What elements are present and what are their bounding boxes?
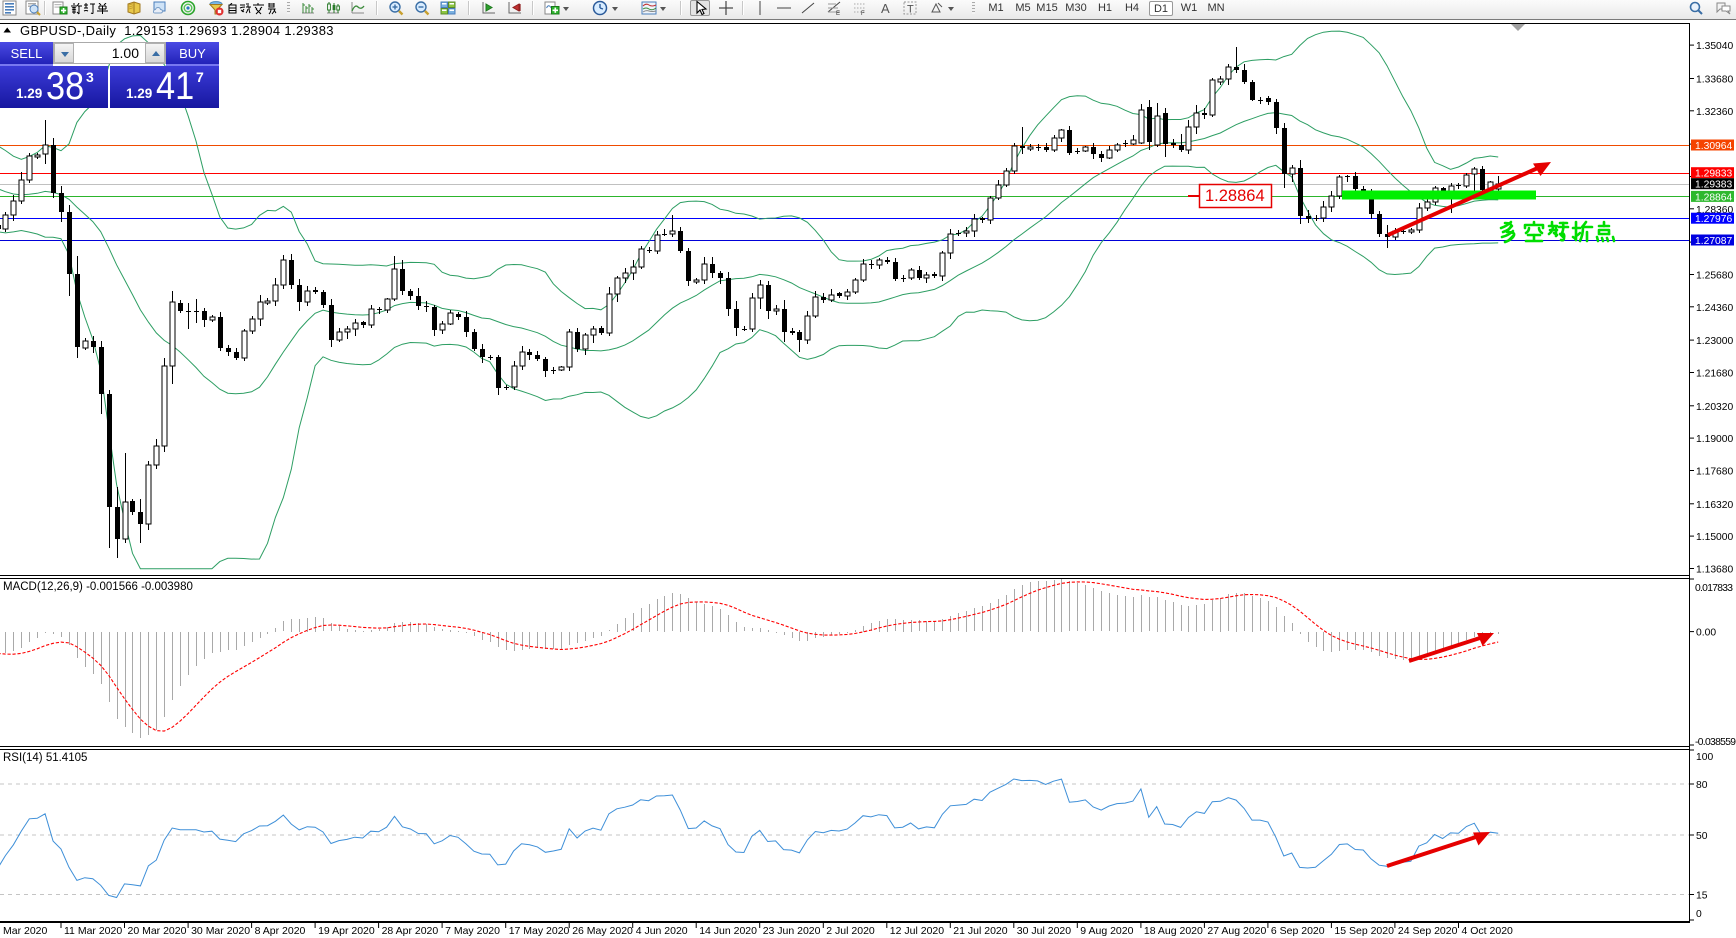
svg-text:8 Apr 2020: 8 Apr 2020 <box>255 925 306 937</box>
svg-text:80: 80 <box>1696 780 1708 791</box>
svg-text:23 Jun 2020: 23 Jun 2020 <box>763 925 821 937</box>
svg-text:0: 0 <box>1696 909 1702 920</box>
svg-text:1.28360: 1.28360 <box>1696 205 1733 216</box>
svg-text:Mar 2020: Mar 2020 <box>3 925 48 937</box>
svg-text:50: 50 <box>1696 831 1708 842</box>
svg-text:1.17680: 1.17680 <box>1696 467 1733 478</box>
svg-text:1.15000: 1.15000 <box>1696 532 1733 543</box>
svg-text:1.19000: 1.19000 <box>1696 434 1733 445</box>
svg-text:15: 15 <box>1696 891 1708 902</box>
svg-text:1.24360: 1.24360 <box>1696 303 1733 314</box>
svg-text:1.28864: 1.28864 <box>1695 192 1732 203</box>
svg-text:4 Oct 2020: 4 Oct 2020 <box>1462 925 1514 937</box>
svg-text:2 Jul 2020: 2 Jul 2020 <box>826 925 875 937</box>
svg-text:E: E <box>836 11 840 16</box>
svg-text:1.27976: 1.27976 <box>1695 214 1732 225</box>
svg-text:1.21680: 1.21680 <box>1696 369 1733 380</box>
svg-text:1.32360: 1.32360 <box>1696 107 1733 118</box>
svg-text:20 Mar 2020: 20 Mar 2020 <box>128 925 187 937</box>
svg-text:1.33680: 1.33680 <box>1696 75 1733 86</box>
svg-text:11 Mar 2020: 11 Mar 2020 <box>64 925 122 937</box>
svg-text:27 Aug 2020: 27 Aug 2020 <box>1207 925 1266 937</box>
svg-text:MACD(12,26,9) -0.001566 -0.003: MACD(12,26,9) -0.001566 -0.003980 <box>3 581 193 593</box>
svg-text:28 Apr 2020: 28 Apr 2020 <box>382 925 439 937</box>
svg-text:RSI(14) 51.4105: RSI(14) 51.4105 <box>3 752 87 764</box>
svg-text:1.29833: 1.29833 <box>1695 169 1732 180</box>
svg-text:1.29383: 1.29383 <box>1695 180 1732 191</box>
svg-text:1.13680: 1.13680 <box>1696 565 1733 576</box>
svg-text:30 Jul 2020: 30 Jul 2020 <box>1017 925 1071 937</box>
svg-text:1.23000: 1.23000 <box>1696 336 1733 347</box>
svg-text:14 Jun 2020: 14 Jun 2020 <box>699 925 757 937</box>
svg-text:19 Apr 2020: 19 Apr 2020 <box>318 925 375 937</box>
svg-text:15 Sep 2020: 15 Sep 2020 <box>1334 925 1394 937</box>
svg-text:1.35040: 1.35040 <box>1696 41 1733 52</box>
svg-text:-0.038559: -0.038559 <box>1695 737 1736 748</box>
svg-text:F: F <box>861 11 865 16</box>
svg-text:1.27087: 1.27087 <box>1695 236 1732 247</box>
svg-text:0.017833: 0.017833 <box>1695 583 1733 594</box>
svg-text:1.28864: 1.28864 <box>1205 187 1265 205</box>
svg-text:GBPUSD-,Daily 1.29153 1.29693: GBPUSD-,Daily 1.29153 1.29693 1.28904 1.… <box>20 23 334 38</box>
svg-text:24 Sep 2020: 24 Sep 2020 <box>1398 925 1458 937</box>
svg-text:9 Aug 2020: 9 Aug 2020 <box>1080 925 1133 937</box>
svg-text:4 Jun 2020: 4 Jun 2020 <box>636 925 688 937</box>
svg-text:100: 100 <box>1696 752 1713 763</box>
svg-text:0.00: 0.00 <box>1696 628 1716 639</box>
svg-text:1.16320: 1.16320 <box>1696 500 1733 511</box>
svg-text:1.20320: 1.20320 <box>1696 402 1733 413</box>
svg-text:17 May 2020: 17 May 2020 <box>509 925 570 937</box>
svg-text:1.25680: 1.25680 <box>1696 271 1733 282</box>
svg-text:1.30964: 1.30964 <box>1695 141 1732 152</box>
svg-text:A: A <box>881 1 890 16</box>
svg-text:6 Sep 2020: 6 Sep 2020 <box>1271 925 1325 937</box>
svg-text:21 Jul 2020: 21 Jul 2020 <box>953 925 1007 937</box>
svg-text:T: T <box>907 4 914 16</box>
svg-text:30 Mar 2020: 30 Mar 2020 <box>191 925 250 937</box>
svg-text:12 Jul 2020: 12 Jul 2020 <box>890 925 944 937</box>
svg-text:18 Aug 2020: 18 Aug 2020 <box>1144 925 1203 937</box>
svg-text:26 May 2020: 26 May 2020 <box>572 925 633 937</box>
svg-text:7 May 2020: 7 May 2020 <box>445 925 500 937</box>
